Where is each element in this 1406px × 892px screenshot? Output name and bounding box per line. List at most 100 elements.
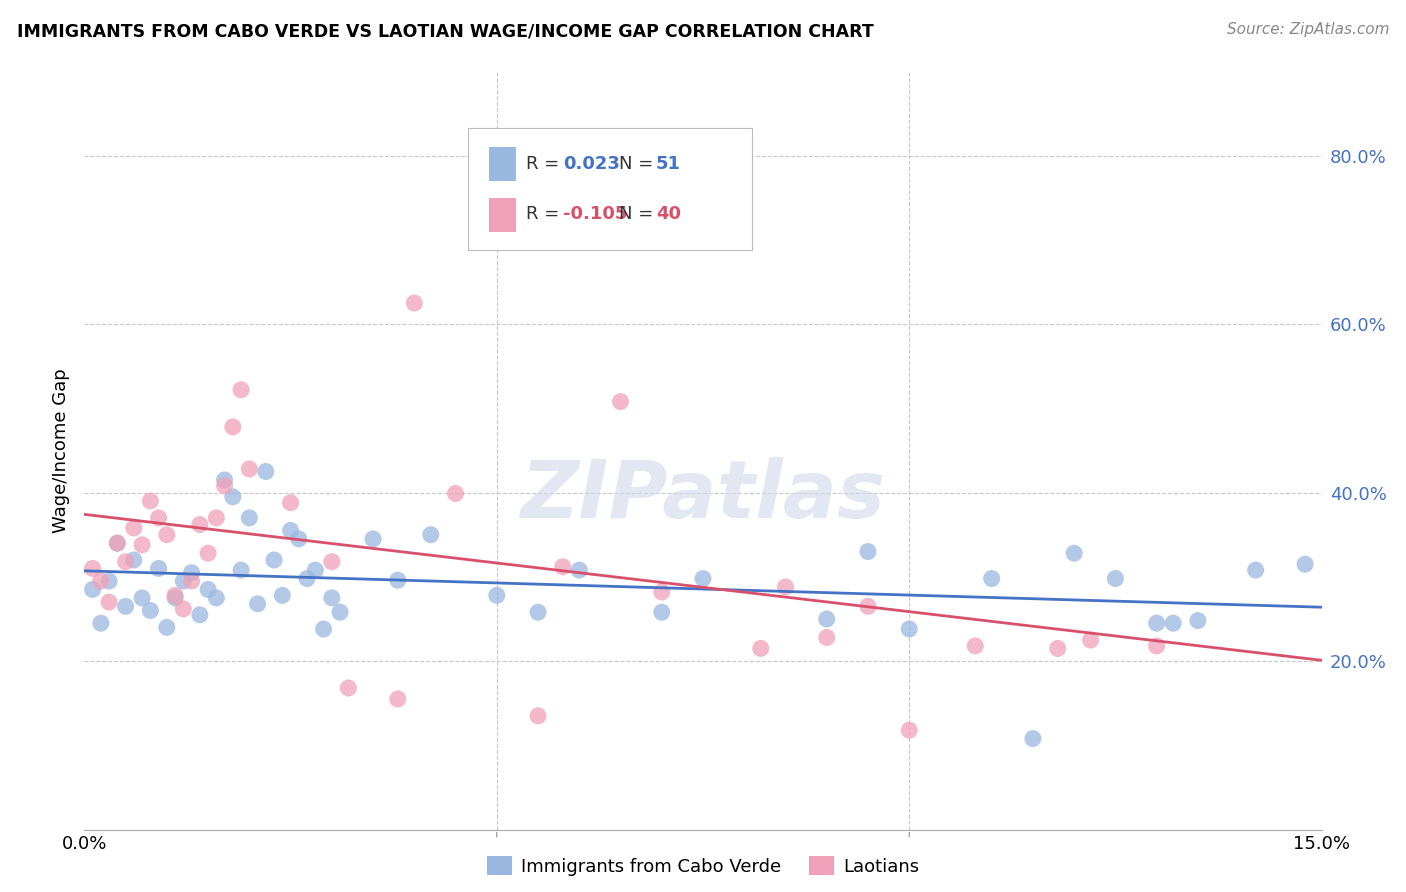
Point	[82, 582, 104, 597]
Point	[387, 573, 409, 587]
Point	[1244, 563, 1267, 577]
Text: N =: N =	[619, 155, 659, 173]
Text: IMMIGRANTS FROM CABO VERDE VS LAOTIAN WAGE/INCOME GAP CORRELATION CHART: IMMIGRANTS FROM CABO VERDE VS LAOTIAN WA…	[17, 22, 873, 40]
Point	[214, 473, 236, 487]
Point	[692, 572, 714, 586]
FancyBboxPatch shape	[489, 198, 516, 232]
Point	[229, 563, 252, 577]
Point	[361, 532, 384, 546]
Point	[172, 602, 194, 616]
Point	[304, 563, 326, 577]
Point	[165, 588, 187, 602]
Point	[980, 572, 1002, 586]
Text: R =: R =	[526, 155, 565, 173]
Point	[139, 603, 162, 617]
Point	[1022, 731, 1045, 746]
Point	[98, 595, 121, 609]
Text: R =: R =	[526, 205, 565, 223]
Point	[568, 563, 591, 577]
Point	[263, 553, 285, 567]
FancyBboxPatch shape	[489, 147, 516, 181]
Point	[222, 420, 245, 434]
Point	[295, 572, 318, 586]
Point	[288, 532, 311, 546]
Point	[312, 622, 335, 636]
Point	[404, 296, 426, 310]
Point	[197, 546, 219, 560]
Point	[139, 494, 162, 508]
Point	[254, 465, 277, 479]
Point	[114, 555, 136, 569]
Point	[1063, 546, 1085, 560]
Legend: Immigrants from Cabo Verde, Laotians: Immigrants from Cabo Verde, Laotians	[479, 849, 927, 883]
Y-axis label: Wage/Income Gap: Wage/Income Gap	[52, 368, 70, 533]
Point	[180, 566, 202, 580]
Point	[122, 521, 145, 535]
Point	[271, 588, 294, 602]
Point	[651, 605, 673, 619]
Point	[131, 538, 153, 552]
Point	[1146, 639, 1168, 653]
Point	[1046, 641, 1069, 656]
Point	[105, 536, 128, 550]
Point	[197, 582, 219, 597]
Point	[485, 588, 508, 602]
Point	[965, 639, 987, 653]
Point	[551, 559, 574, 574]
Point	[321, 555, 343, 569]
Point	[90, 616, 112, 631]
Point	[82, 561, 104, 575]
Point	[280, 496, 302, 510]
Point	[238, 511, 260, 525]
Point	[131, 591, 153, 605]
Point	[898, 723, 921, 738]
Point	[1104, 572, 1126, 586]
Text: Source: ZipAtlas.com: Source: ZipAtlas.com	[1226, 22, 1389, 37]
Point	[246, 597, 269, 611]
Text: -0.105: -0.105	[564, 205, 627, 223]
Point	[898, 622, 921, 636]
Point	[651, 585, 673, 599]
Point	[214, 479, 236, 493]
Point	[609, 394, 631, 409]
Point	[321, 591, 343, 605]
Point	[148, 511, 170, 525]
Point	[329, 605, 352, 619]
Point	[105, 536, 128, 550]
Point	[1294, 557, 1316, 572]
Point	[444, 486, 467, 500]
Point	[527, 708, 550, 723]
Point	[1146, 616, 1168, 631]
Point	[148, 561, 170, 575]
Text: N =: N =	[619, 205, 659, 223]
Point	[1187, 614, 1209, 628]
Point	[172, 574, 194, 588]
Point	[229, 383, 252, 397]
Point	[815, 612, 838, 626]
Point	[205, 511, 228, 525]
Point	[856, 544, 879, 558]
Point	[337, 681, 360, 695]
Point	[188, 517, 211, 532]
Point	[1161, 616, 1184, 631]
Point	[188, 607, 211, 622]
Point	[114, 599, 136, 614]
Point	[387, 692, 409, 706]
Text: 51: 51	[657, 155, 681, 173]
Point	[122, 553, 145, 567]
Point	[238, 462, 260, 476]
Text: ZIPatlas: ZIPatlas	[520, 457, 886, 535]
Point	[1080, 633, 1102, 648]
Point	[280, 524, 302, 538]
Point	[156, 527, 179, 541]
FancyBboxPatch shape	[468, 128, 752, 250]
Point	[205, 591, 228, 605]
Point	[222, 490, 245, 504]
Text: 40: 40	[657, 205, 681, 223]
Point	[180, 574, 202, 588]
Point	[90, 574, 112, 588]
Point	[856, 599, 879, 614]
Point	[775, 580, 797, 594]
Point	[156, 620, 179, 634]
Point	[165, 591, 187, 605]
